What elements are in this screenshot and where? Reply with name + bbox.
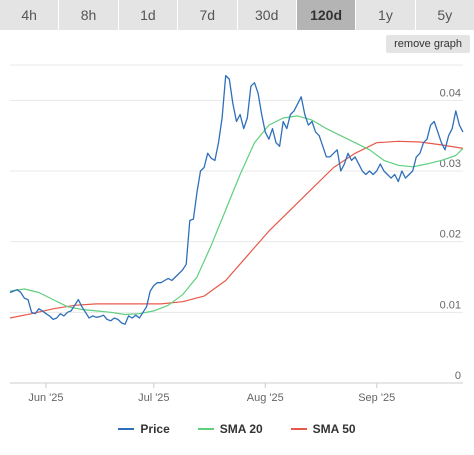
tab-1d[interactable]: 1d: [118, 0, 179, 30]
tab-120d[interactable]: 120d: [296, 0, 357, 30]
x-tick-label: Jun '25: [28, 392, 63, 404]
legend-item-price[interactable]: Price: [118, 420, 170, 438]
legend-swatch: [118, 428, 135, 430]
tab-1y[interactable]: 1y: [356, 0, 416, 30]
legend-label: SMA 50: [312, 422, 356, 436]
tab-8h[interactable]: 8h: [59, 0, 119, 30]
tab-30d[interactable]: 30d: [237, 0, 297, 30]
legend-label: SMA 20: [219, 422, 263, 436]
tab-4h[interactable]: 4h: [0, 0, 60, 30]
series-line-sma50: [9, 140, 464, 319]
y-tick-label: 0.03: [440, 158, 461, 170]
legend-swatch: [197, 428, 214, 430]
legend-label: Price: [140, 422, 170, 436]
chart-legend: Price SMA 20 SMA 50: [0, 420, 474, 438]
remove-graph-button[interactable]: remove graph: [386, 35, 470, 53]
y-tick-label: 0: [455, 370, 461, 382]
legend-item-sma50[interactable]: SMA 50: [290, 420, 356, 438]
x-tick-label: Jul '25: [138, 392, 169, 404]
timeframe-tabs: 4h 8h 1d 7d 30d 120d 1y 5y: [0, 0, 474, 30]
tab-7d[interactable]: 7d: [178, 0, 238, 30]
y-tick-label: 0.01: [440, 299, 461, 311]
legend-item-sma20[interactable]: SMA 20: [197, 420, 263, 438]
series-line-price: [9, 74, 464, 325]
tab-5y[interactable]: 5y: [415, 0, 474, 30]
x-tick-label: Aug '25: [247, 392, 284, 404]
legend-swatch: [290, 428, 307, 430]
y-tick-label: 0.02: [440, 229, 461, 241]
y-tick-label: 0.04: [440, 87, 461, 99]
x-tick-label: Sep '25: [358, 392, 395, 404]
series-line-sma20: [9, 115, 464, 316]
